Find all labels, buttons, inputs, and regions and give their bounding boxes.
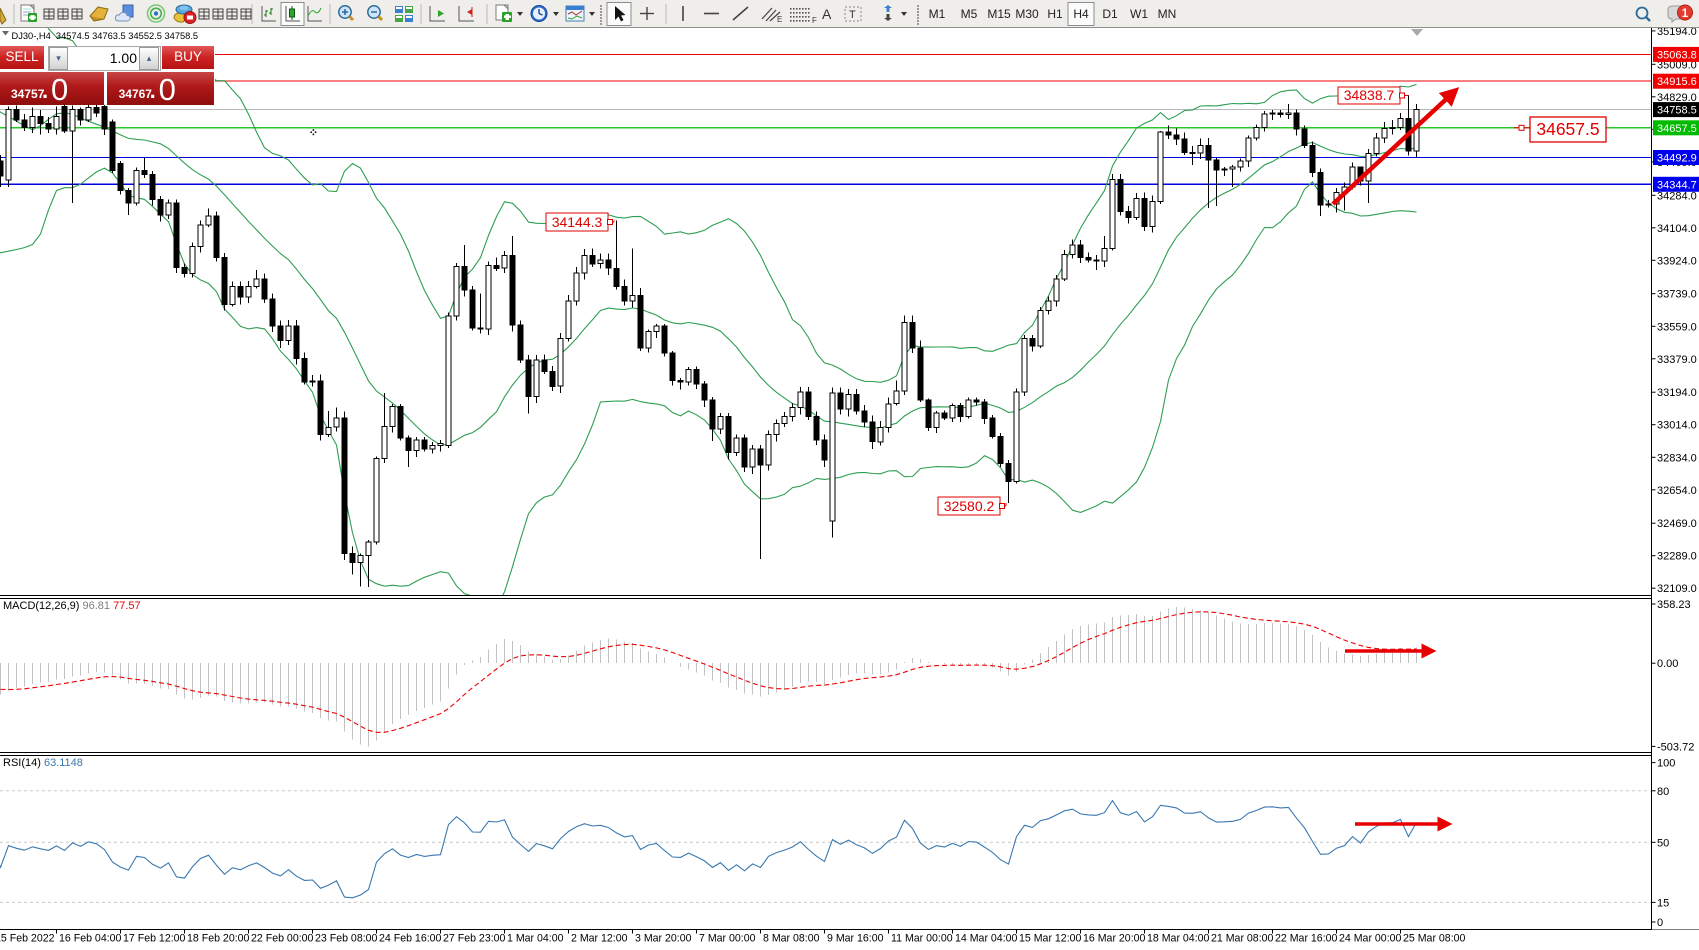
svg-text:1 Mar 04:00: 1 Mar 04:00 (507, 933, 564, 945)
svg-text:23 Feb 08:00: 23 Feb 08:00 (315, 933, 378, 945)
svg-text:33924.0: 33924.0 (1657, 255, 1697, 267)
svg-text:15 Feb 2022: 15 Feb 2022 (0, 933, 55, 945)
svg-text:33014.0: 33014.0 (1657, 420, 1697, 432)
svg-text:34492.9: 34492.9 (1657, 153, 1697, 165)
svg-text:MACD(12,26,9) 96.81 77.57: MACD(12,26,9) 96.81 77.57 (3, 600, 141, 612)
svg-text:33194.0: 33194.0 (1657, 387, 1697, 399)
svg-text:32469.0: 32469.0 (1657, 518, 1697, 530)
svg-text:15 Mar 12:00: 15 Mar 12:00 (1019, 933, 1082, 945)
svg-text:24 Feb 16:00: 24 Feb 16:00 (379, 933, 442, 945)
svg-text:1: 1 (1682, 8, 1689, 20)
svg-text:DJ30-,H4 34574.5 34763.5 3455: DJ30-,H4 34574.5 34763.5 34552.5 34758.5 (12, 31, 199, 41)
svg-text:9 Mar 16:00: 9 Mar 16:00 (827, 933, 884, 945)
svg-text:34104.0: 34104.0 (1657, 223, 1697, 235)
svg-text:MN: MN (1158, 7, 1177, 21)
svg-text:34657.5: 34657.5 (1536, 119, 1599, 139)
svg-text:16 Feb 04:00: 16 Feb 04:00 (59, 933, 122, 945)
svg-text:33559.0: 33559.0 (1657, 321, 1697, 333)
svg-text:27 Feb 23:00: 27 Feb 23:00 (443, 933, 506, 945)
svg-text:32289.0: 32289.0 (1657, 551, 1697, 563)
svg-text:34344.7: 34344.7 (1657, 179, 1697, 191)
svg-text:F: F (812, 16, 817, 25)
svg-text:7 Mar 00:00: 7 Mar 00:00 (699, 933, 756, 945)
svg-text:80: 80 (1657, 786, 1669, 798)
svg-text:3 Mar 20:00: 3 Mar 20:00 (635, 933, 692, 945)
svg-text:16 Mar 20:00: 16 Mar 20:00 (1083, 933, 1146, 945)
svg-text:18 Feb 20:00: 18 Feb 20:00 (187, 933, 250, 945)
svg-text:34284.0: 34284.0 (1657, 190, 1697, 202)
svg-text:35194.0: 35194.0 (1657, 28, 1697, 38)
svg-text:22 Feb 00:00: 22 Feb 00:00 (251, 933, 314, 945)
svg-text:100: 100 (1657, 758, 1675, 770)
svg-text:D1: D1 (1102, 7, 1118, 21)
svg-text:W1: W1 (1130, 7, 1148, 21)
svg-text:0: 0 (1657, 917, 1663, 929)
svg-text:M1: M1 (929, 7, 946, 21)
svg-text:H4: H4 (1073, 7, 1089, 21)
svg-text:32109.0: 32109.0 (1657, 583, 1697, 595)
svg-text:T: T (849, 9, 856, 21)
svg-text:M5: M5 (961, 7, 978, 21)
svg-text:8 Mar 08:00: 8 Mar 08:00 (763, 933, 820, 945)
svg-text:15: 15 (1657, 897, 1669, 909)
svg-text:M15: M15 (987, 7, 1011, 21)
svg-text:35063.8: 35063.8 (1657, 49, 1697, 61)
svg-text:14 Mar 04:00: 14 Mar 04:00 (955, 933, 1018, 945)
svg-text:2 Mar 12:00: 2 Mar 12:00 (571, 933, 628, 945)
svg-text:17 Feb 12:00: 17 Feb 12:00 (123, 933, 186, 945)
svg-text:32834.0: 32834.0 (1657, 452, 1697, 464)
svg-text:H1: H1 (1047, 7, 1063, 21)
svg-text:-503.72: -503.72 (1657, 741, 1694, 753)
svg-text:21 Mar 08:00: 21 Mar 08:00 (1211, 933, 1274, 945)
svg-text:24 Mar 00:00: 24 Mar 00:00 (1339, 933, 1402, 945)
svg-text:32654.0: 32654.0 (1657, 485, 1697, 497)
svg-text:25 Mar 08:00: 25 Mar 08:00 (1403, 933, 1466, 945)
svg-text:18 Mar 04:00: 18 Mar 04:00 (1147, 933, 1210, 945)
svg-text:34829.0: 34829.0 (1657, 92, 1697, 104)
svg-text:A: A (822, 6, 832, 22)
svg-text:33739.0: 33739.0 (1657, 289, 1697, 301)
svg-text:32580.2: 32580.2 (944, 498, 995, 514)
svg-text:34915.6: 34915.6 (1657, 76, 1697, 88)
svg-text:358.23: 358.23 (1657, 599, 1691, 611)
svg-text:33379.0: 33379.0 (1657, 354, 1697, 366)
svg-text:M30: M30 (1015, 7, 1039, 21)
svg-text:0.00: 0.00 (1657, 658, 1678, 670)
svg-text:50: 50 (1657, 837, 1669, 849)
svg-text:11 Mar 00:00: 11 Mar 00:00 (891, 933, 953, 945)
svg-text:34838.7: 34838.7 (1344, 87, 1395, 103)
svg-text:34144.3: 34144.3 (552, 214, 603, 230)
svg-text:22 Mar 16:00: 22 Mar 16:00 (1275, 933, 1338, 945)
svg-text:E: E (777, 15, 782, 24)
svg-text:34657.5: 34657.5 (1657, 123, 1697, 135)
svg-text:RSI(14) 63.1148: RSI(14) 63.1148 (3, 757, 83, 769)
svg-text:34758.5: 34758.5 (1657, 105, 1697, 117)
